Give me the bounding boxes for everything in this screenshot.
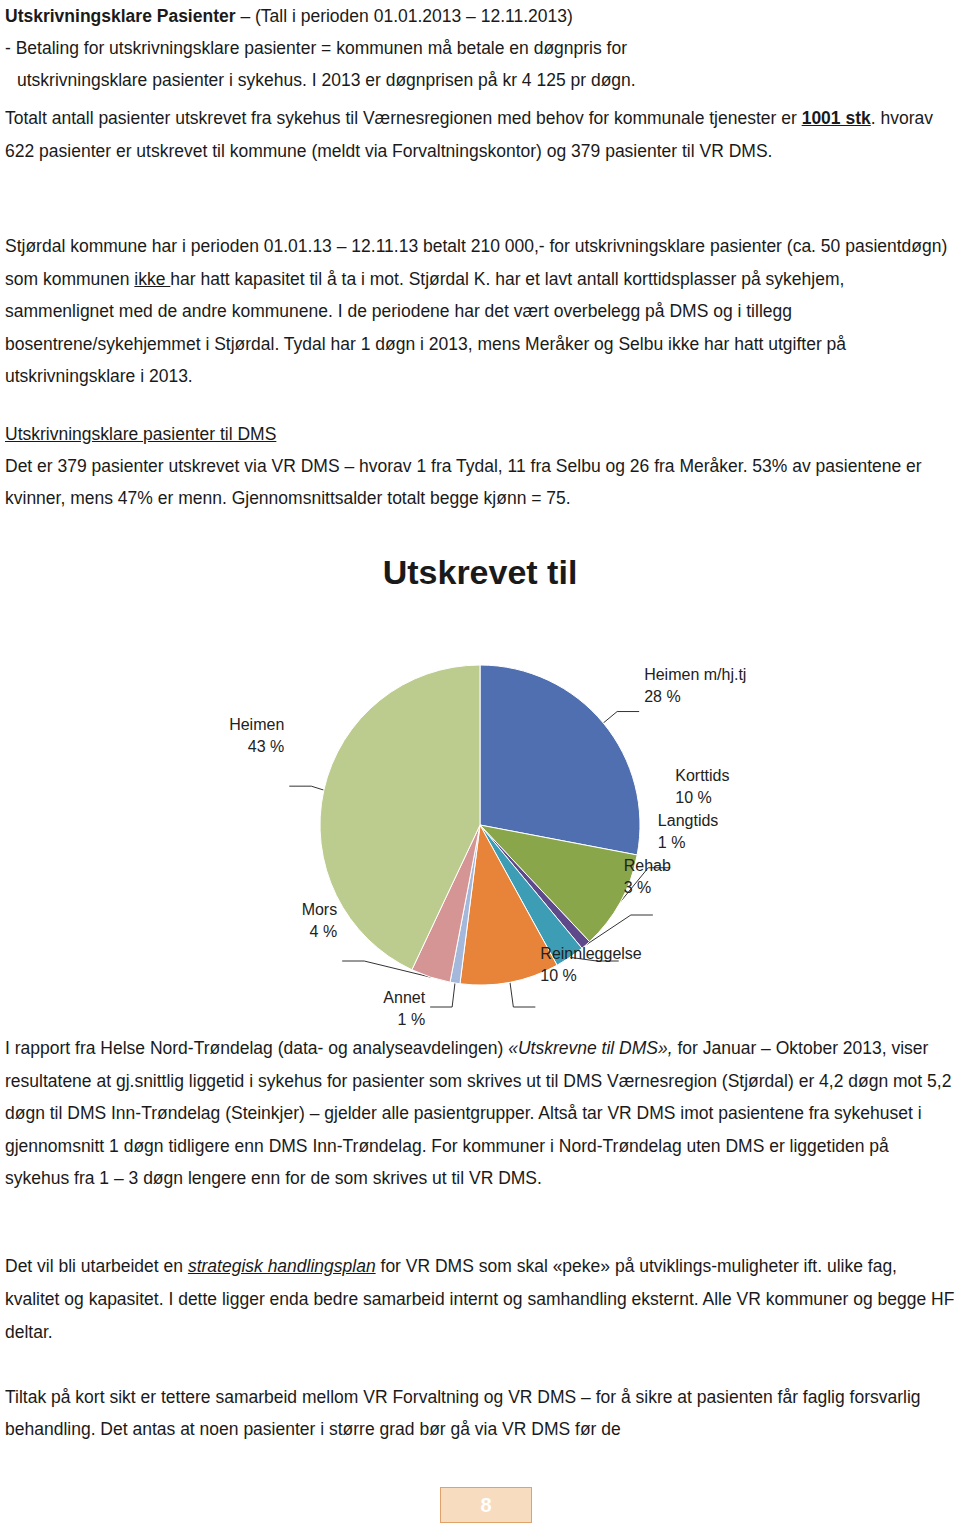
svg-text:Heimen: Heimen	[229, 716, 284, 733]
svg-text:Annet: Annet	[383, 989, 425, 1006]
svg-text:Rehab: Rehab	[624, 857, 671, 874]
html-text:utskrivningsklare pasienter i: utskrivningsklare pasienter i sykehus. I…	[17, 70, 636, 90]
html-text:I rapport fra Helse Nord-Trønd: I rapport fra Helse Nord-Trøndelag (data…	[5, 1038, 952, 1188]
svg-text:Reinnleggelse: Reinnleggelse	[540, 945, 642, 962]
svg-text:28 %: 28 %	[644, 688, 680, 705]
html-text:Tiltak på kort sikt er tettere: Tiltak på kort sikt er tettere samarbeid…	[5, 1387, 921, 1439]
svg-text:Utskrevet til: Utskrevet til	[383, 553, 578, 591]
svg-text:10 %: 10 %	[540, 967, 576, 984]
html-text:8: 8	[480, 1494, 492, 1516]
html-text:Stjørdal kommune har i periode: Stjørdal kommune har i perioden 01.01.13…	[5, 236, 948, 386]
html-text:Utskrivningsklare Pasienter –: Utskrivningsklare Pasienter – (Tall i pe…	[5, 6, 573, 26]
svg-text:1 %: 1 %	[398, 1011, 426, 1028]
svg-text:3 %: 3 %	[624, 879, 652, 896]
html-text:Det vil bli utarbeidet en stra: Det vil bli utarbeidet en strategisk han…	[5, 1256, 955, 1342]
svg-text:43 %: 43 %	[248, 738, 284, 755]
html-text:Utskrivningsklare pasienter ti: Utskrivningsklare pasienter til DMS	[5, 424, 277, 444]
svg-text:1 %: 1 %	[658, 834, 686, 851]
svg-text:4 %: 4 %	[310, 923, 338, 940]
html-text:- Betaling for utskrivningskla: - Betaling for utskrivningsklare pasient…	[5, 38, 627, 58]
html-text:Det er 379 pasienter utskrevet: Det er 379 pasienter utskrevet via VR DM…	[5, 456, 922, 508]
svg-text:Langtids: Langtids	[658, 812, 719, 829]
svg-text:Mors: Mors	[302, 901, 338, 918]
svg-text:10 %: 10 %	[675, 789, 711, 806]
svg-text:Heimen m/hj.tj: Heimen m/hj.tj	[644, 666, 746, 683]
html-text:Totalt antall pasienter utskre: Totalt antall pasienter utskrevet fra sy…	[5, 108, 933, 161]
svg-text:Korttids: Korttids	[675, 767, 729, 784]
